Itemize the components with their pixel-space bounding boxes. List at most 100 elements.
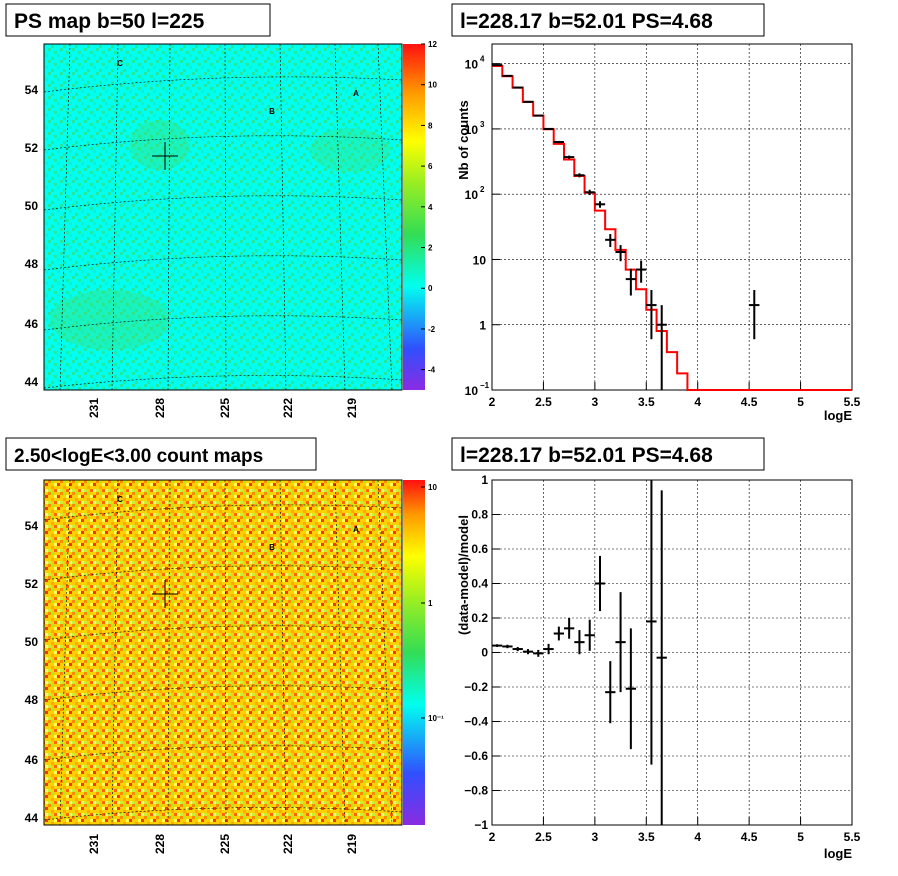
residual-y-tick-label: 0.8 — [471, 508, 488, 522]
map-marker-label: C — [117, 495, 123, 504]
spectrum-x-tick-label: 2 — [489, 395, 496, 409]
source-cross — [152, 142, 178, 170]
residual-y-tick-label: −0.8 — [464, 784, 488, 798]
colorbar-tick-label: -2 — [428, 325, 436, 334]
count-map-frame — [43, 479, 403, 826]
spectrum-xlabel: logE — [824, 408, 852, 423]
map-x-tick-label: 225 — [218, 398, 232, 418]
map-y-tick-label: 50 — [25, 199, 39, 213]
colorbar-tick-label: 4 — [428, 203, 433, 212]
colorbar-tick-label: 8 — [428, 121, 433, 130]
ps-map-blob — [50, 290, 170, 350]
map-marker-label: B — [269, 543, 275, 552]
map-x-tick-label: 231 — [87, 834, 101, 854]
spectrum-x-tick-label: 4.5 — [741, 395, 758, 409]
spectrum-y-tick-exponent: −1 — [480, 381, 490, 390]
count-map-title: 2.50<logE<3.00 count maps — [5, 437, 317, 471]
map-x-tick-label: 228 — [153, 834, 167, 854]
residual-y-tick-label: 0.2 — [471, 611, 488, 625]
residual-panel: 1 0.8 0.6 0.4 0.2 0 −0.2 −0.4 −0.6 −0.8 −1 2 2.5 3 3.… — [456, 473, 861, 861]
spectrum-frame — [491, 43, 853, 391]
residual-x-tick-label: 4.5 — [741, 830, 758, 844]
map-y-tick-label: 46 — [25, 317, 39, 331]
residual-title-text: l=228.17 b=52.01 PS=4.68 — [460, 444, 713, 467]
map-y-tick-label: 44 — [25, 375, 39, 389]
spectrum-y-tick-label: 10 — [473, 253, 487, 267]
colorbar-tick-label: 6 — [428, 162, 433, 171]
colorbar-tick-label: 10⁻¹ — [428, 714, 444, 723]
residual-x-tick-label: 5 — [797, 830, 804, 844]
ps-map-colorbar — [403, 44, 425, 390]
spectrum-y-tick-label: 10 — [465, 58, 479, 72]
map-y-tick-label: 48 — [25, 693, 39, 707]
map-y-tick-label: 44 — [25, 811, 39, 825]
ps-map-blob — [310, 128, 390, 172]
residual-y-tick-label: 1 — [481, 473, 488, 487]
map-marker-label: C — [117, 59, 123, 68]
residual-xlabel: logE — [824, 846, 852, 861]
spectrum-y-tick-label: 10 — [465, 123, 479, 137]
spectrum-y-tick-label: 10 — [465, 188, 479, 202]
count-map-title-text: 2.50<logE<3.00 count maps — [14, 446, 263, 467]
spectrum-y-tick-label: 1 — [479, 319, 486, 333]
ps-map-title-text: PS map b=50 l=225 — [14, 10, 205, 33]
map-x-tick-label: 219 — [345, 398, 359, 418]
colorbar-tick-label: 2 — [428, 244, 433, 253]
spectrum-x-tick-label: 3.5 — [638, 395, 655, 409]
residual-x-tick-label: 4 — [694, 830, 701, 844]
residual-title: l=228.17 b=52.01 PS=4.68 — [451, 437, 765, 471]
ps-map-blob — [130, 120, 190, 170]
ps-map-title: PS map b=50 l=225 — [5, 3, 271, 37]
map-x-tick-label: 222 — [281, 834, 295, 854]
map-x-tick-label: 225 — [218, 834, 232, 854]
spectrum-y-tick-exponent: 4 — [480, 55, 485, 64]
source-cross — [152, 580, 178, 608]
residual-ylabel: (data-model)/model — [456, 515, 471, 635]
map-y-tick-label: 52 — [25, 141, 39, 155]
colorbar-tick-label: 0 — [428, 284, 433, 293]
ps-map-heatmap — [44, 44, 402, 390]
residual-y-tick-label: −0.6 — [464, 749, 488, 763]
map-x-tick-label: 228 — [153, 398, 167, 418]
residual-x-tick-label: 2.5 — [535, 830, 552, 844]
colorbar-tick-label: -4 — [428, 366, 436, 375]
map-y-tick-label: 54 — [25, 519, 39, 533]
residual-y-tick-label: 0.6 — [471, 542, 488, 556]
map-marker-label: B — [269, 107, 275, 116]
spectrum-x-tick-label: 3 — [592, 395, 599, 409]
residual-x-tick-label: 2 — [489, 830, 496, 844]
map-y-tick-label: 48 — [25, 257, 39, 271]
residual-x-tick-label: 3 — [592, 830, 599, 844]
ps-map-panel: C B A 44 46 48 50 52 54 231 228 225 222 219 12 10 8 6 4… — [25, 40, 438, 418]
map-x-tick-label: 219 — [345, 834, 359, 854]
spectrum-x-tick-label: 5 — [797, 395, 804, 409]
count-map-gridlines — [43, 479, 403, 826]
map-marker-label: A — [353, 89, 359, 98]
spectrum-x-tick-label: 5.5 — [844, 395, 861, 409]
residual-y-tick-label: −0.2 — [464, 680, 488, 694]
residual-y-tick-label: 0 — [481, 646, 488, 660]
colorbar-tick-label: 1 — [428, 599, 433, 608]
ps-map-gridlines — [43, 43, 403, 391]
count-map-colorbar — [403, 480, 425, 825]
spectrum-ylabel: Nb of counts — [456, 100, 471, 179]
count-map-heatmap — [44, 480, 402, 825]
residual-y-tick-label: −0.4 — [464, 715, 488, 729]
spectrum-y-tick-exponent: 3 — [480, 120, 485, 129]
residual-x-tick-label: 3.5 — [638, 830, 655, 844]
residual-y-tick-label: 0.4 — [471, 577, 488, 591]
map-y-tick-label: 50 — [25, 635, 39, 649]
colorbar-tick-label: 10 — [428, 81, 437, 90]
spectrum-x-tick-label: 2.5 — [535, 395, 552, 409]
count-map-panel: C B A 44 46 48 50 52 54 231 228 225 222 219 10 1 10⁻¹ — [25, 479, 444, 854]
colorbar-tick-label: 12 — [428, 40, 437, 49]
map-x-tick-label: 222 — [281, 398, 295, 418]
map-y-tick-label: 52 — [25, 577, 39, 591]
residual-x-tick-label: 5.5 — [844, 830, 861, 844]
map-y-tick-label: 54 — [25, 83, 39, 97]
residual-y-tick-label: −1 — [474, 818, 488, 832]
spectrum-title: l=228.17 b=52.01 PS=4.68 — [451, 3, 765, 37]
ps-map-frame — [43, 43, 403, 391]
map-marker-label: A — [353, 525, 359, 534]
